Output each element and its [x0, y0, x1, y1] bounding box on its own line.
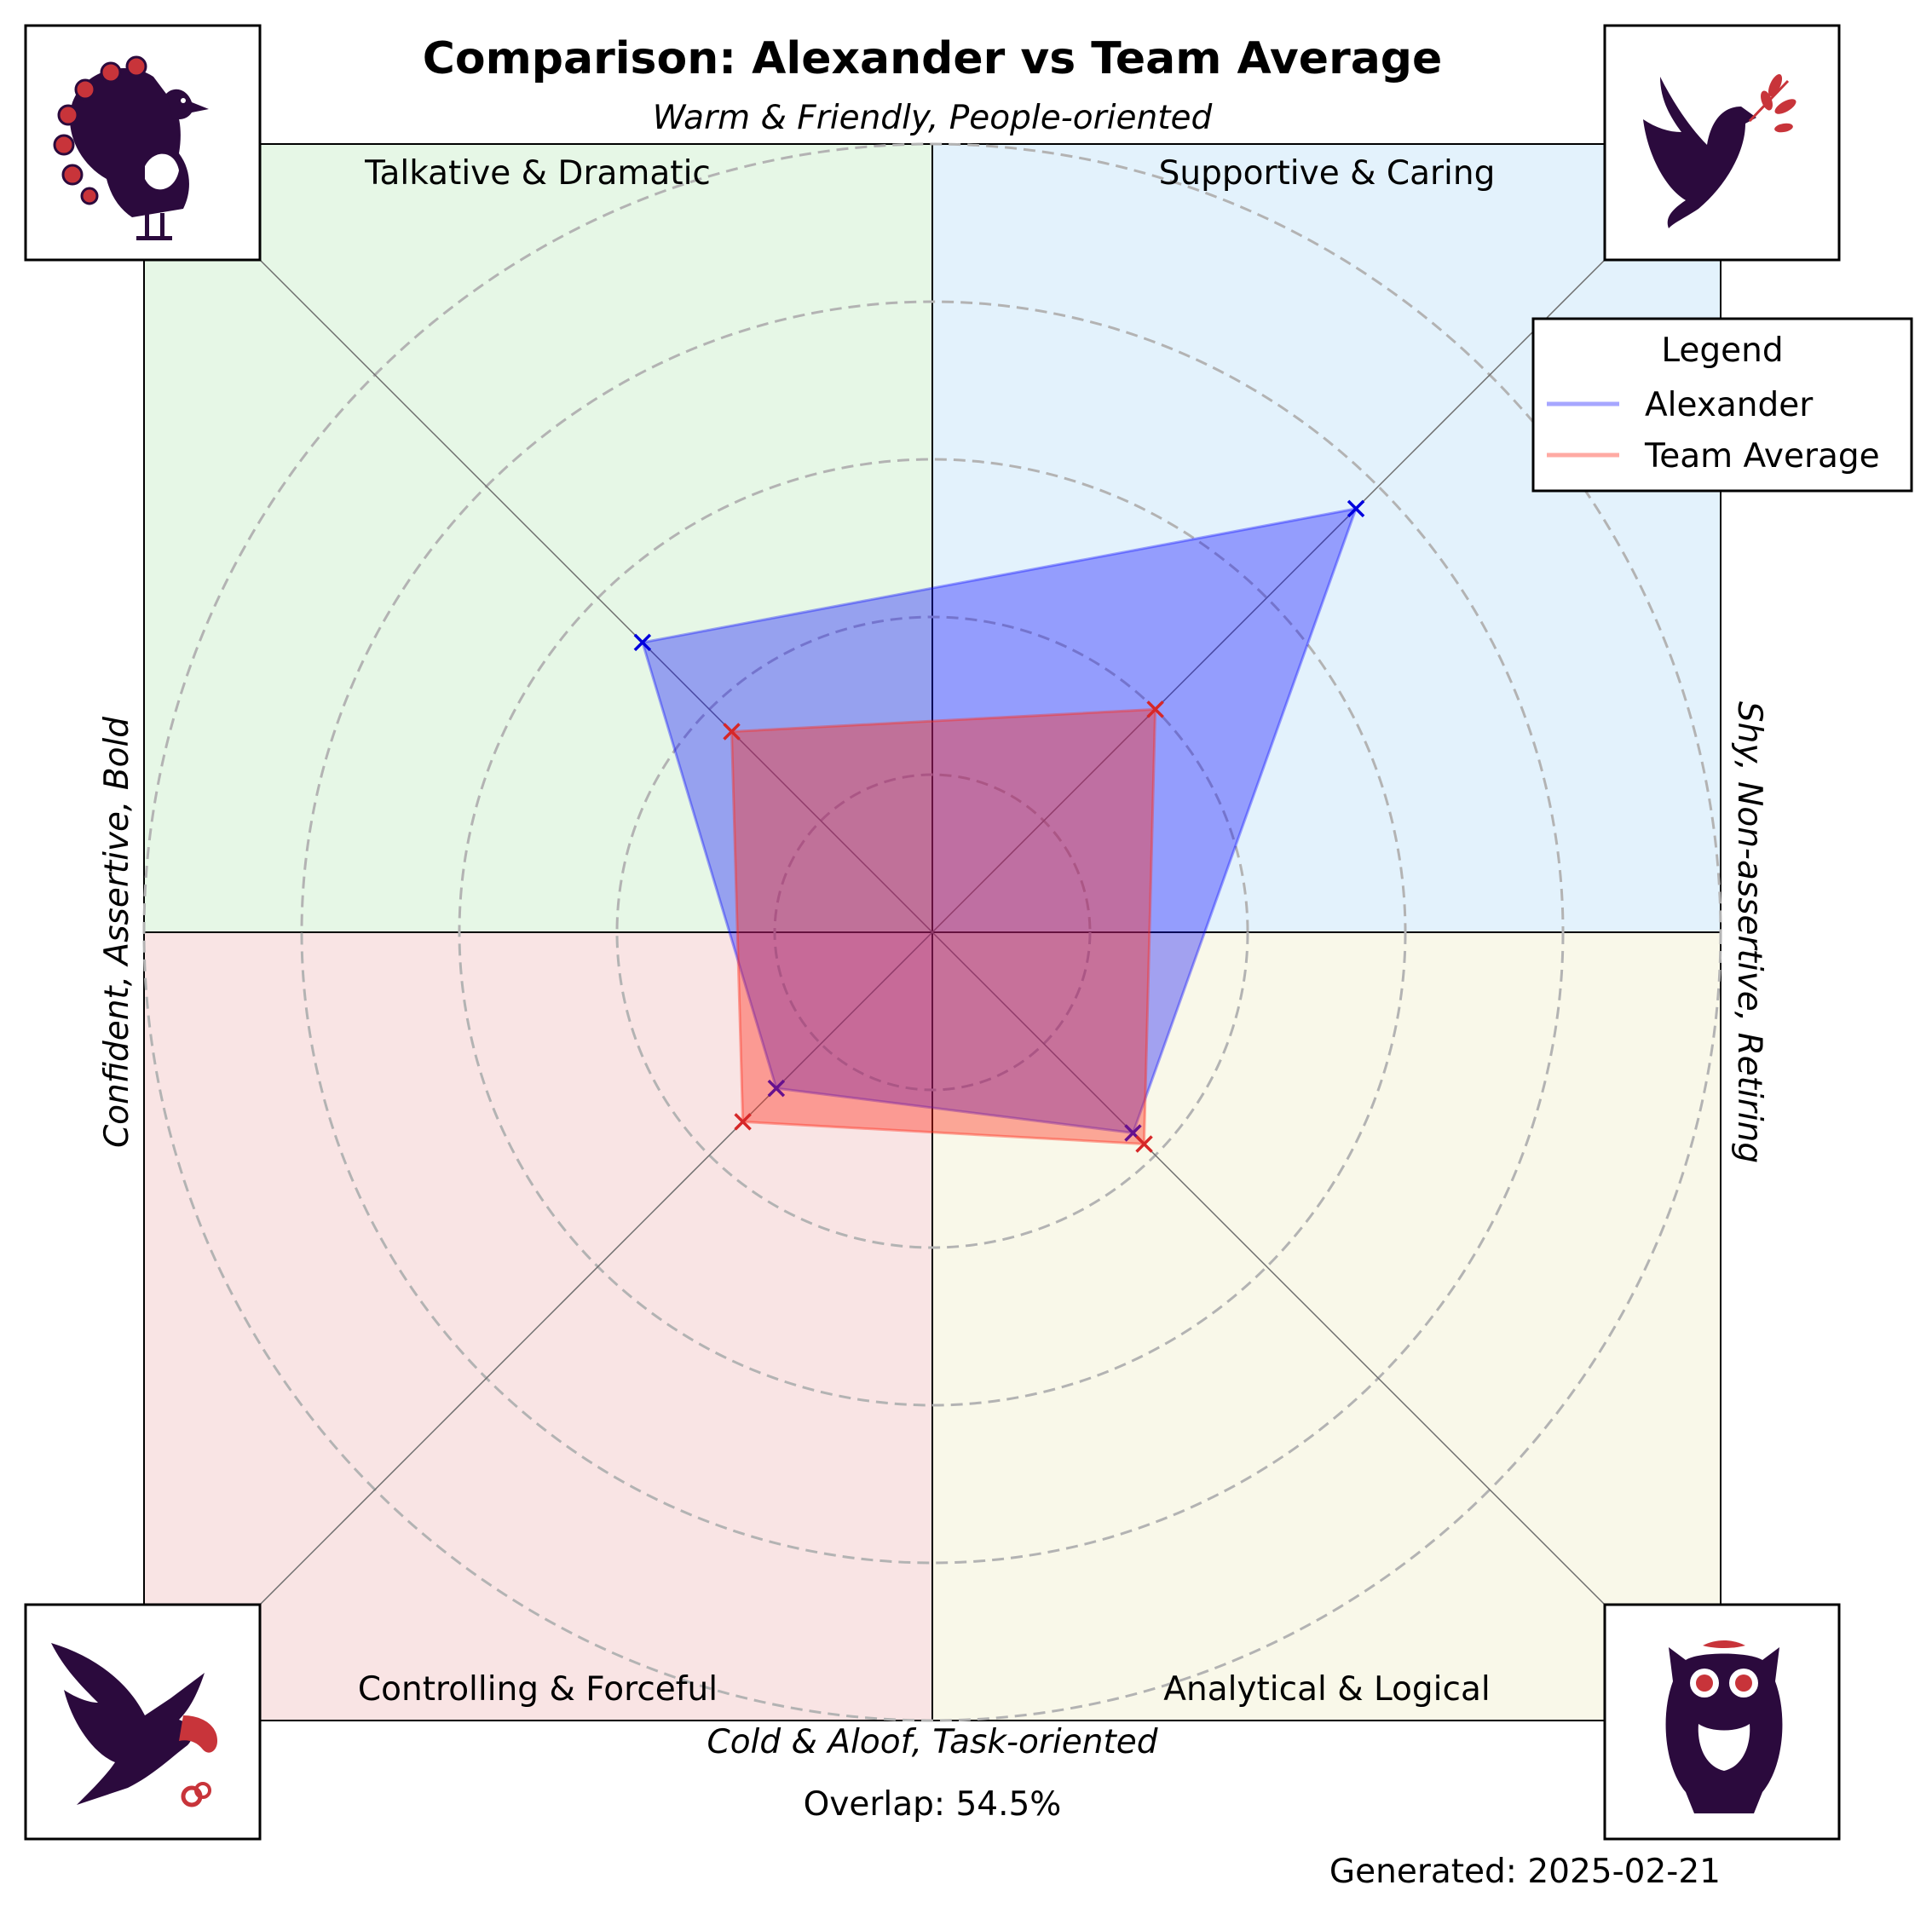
spoke-bottom-left: [259, 931, 933, 1605]
grid-ring-2: [615, 615, 1249, 1249]
legend-label-alexander: Alexander: [1645, 386, 1814, 424]
peacock-icon-box: [24, 24, 262, 262]
point-alexander-1: [1347, 499, 1365, 518]
owl-icon-box: [1603, 1603, 1841, 1841]
chart-title: Comparison: Alexander vs Team Average: [423, 33, 1443, 84]
dove-icon-box: [1603, 24, 1841, 262]
dove-icon: [1643, 74, 1796, 228]
legend-title: Legend: [1661, 331, 1783, 370]
spoke-top-right: [931, 259, 1606, 933]
axis-label-right: Shy, Non-assertive, Retiring: [1730, 701, 1768, 1163]
grid-ring-5: [142, 142, 1722, 1722]
grid-ring-4: [300, 300, 1565, 1565]
series-layer: [633, 499, 1365, 1153]
legend-label-team-average: Team Average: [1644, 437, 1880, 476]
point-team-average-4: [1135, 1135, 1153, 1153]
eagle-icon: [51, 1643, 217, 1807]
series-area-team-average: [730, 707, 1157, 1146]
axis-label-bottom: Cold & Aloof, Task-oriented: [706, 1723, 1157, 1761]
point-team-average-1: [1146, 700, 1164, 718]
legend-box: [1531, 317, 1913, 493]
quadrant-label-supportive-caring: Supportive & Caring: [1159, 154, 1496, 193]
grid-rings: [142, 142, 1722, 1722]
grid-ring-3: [458, 458, 1407, 1407]
spoke-top-left: [259, 259, 933, 933]
point-team-average-3: [734, 1113, 752, 1131]
diagonal-spokes: [259, 259, 1606, 1605]
quadrant-label-controlling-forceful: Controlling & Forceful: [358, 1670, 718, 1709]
spoke-bottom-right: [931, 931, 1606, 1605]
point-alexander-2: [633, 633, 652, 652]
axis-label-left: Confident, Assertive, Bold: [98, 717, 136, 1148]
legend: Legend Alexander Team Average: [1531, 317, 1913, 493]
eagle-icon-box: [24, 1603, 262, 1841]
point-team-average-2: [723, 723, 741, 741]
point-alexander-3: [767, 1079, 786, 1098]
owl-icon: [1665, 1640, 1783, 1813]
grid-ring-1: [773, 773, 1092, 1092]
quadrant-label-talkative-dramatic: Talkative & Dramatic: [364, 154, 711, 193]
axis-label-top: Warm & Friendly, People-oriented: [653, 99, 1213, 137]
generated-text: Generated: 2025-02-21: [1329, 1853, 1721, 1891]
quadrant-label-analytical-logical: Analytical & Logical: [1163, 1670, 1490, 1709]
peacock-icon: [53, 55, 209, 240]
overlap-text: Overlap: 54.5%: [804, 1785, 1062, 1824]
